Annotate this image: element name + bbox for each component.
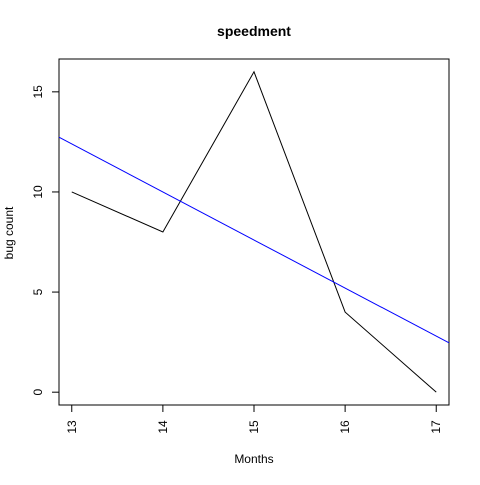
- series-layer: [58, 70, 450, 393]
- x-tick-label: 14: [156, 420, 170, 434]
- chart-title: speedment: [217, 23, 291, 39]
- y-tick-label: 5: [31, 288, 45, 295]
- y-tick-label: 0: [31, 389, 45, 396]
- x-tick-label: 15: [247, 420, 261, 434]
- x-axis-label: Months: [234, 452, 273, 466]
- trend-line: [58, 136, 450, 344]
- y-axis-label: bug count: [2, 206, 16, 259]
- y-axis: 0 5 10 15: [31, 85, 59, 396]
- x-tick-label: 16: [338, 420, 352, 434]
- y-tick-label: 10: [31, 185, 45, 199]
- x-axis: 13 14 15 16 17: [65, 405, 443, 434]
- bug-count-line: [71, 70, 437, 393]
- y-tick-label: 15: [31, 85, 45, 99]
- plot-frame: [58, 58, 450, 406]
- x-tick-label: 13: [65, 420, 79, 434]
- x-tick-label: 17: [429, 420, 443, 434]
